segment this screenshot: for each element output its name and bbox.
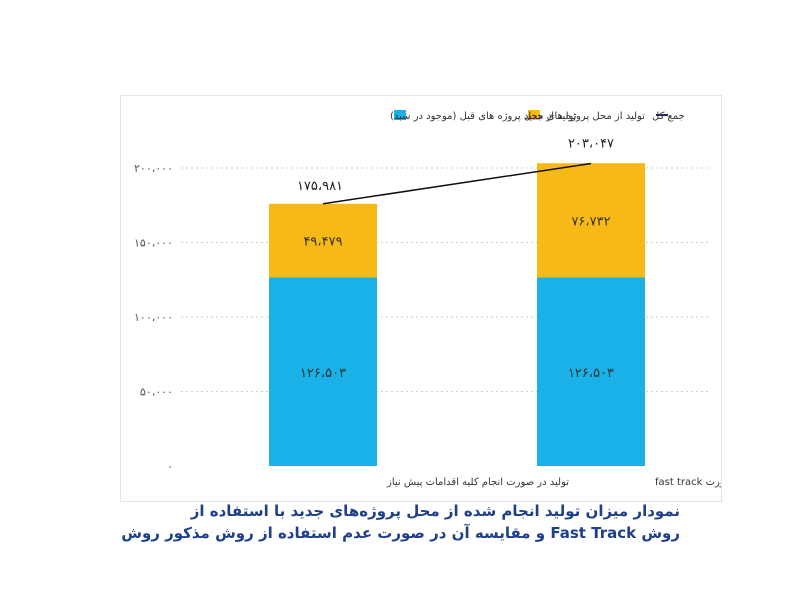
caption-line-1: نمودار میزان تولید انجام شده از محل پروژ…	[190, 502, 680, 520]
bar-value-label: ۴۹،۴۷۹	[303, 235, 342, 250]
category-label: تولید در صورت انجام کلیه اقدامات پیش نیا…	[386, 477, 569, 488]
legend-swatch	[528, 110, 540, 120]
y-tick-label: ۲۰۰،۰۰۰	[134, 162, 173, 175]
y-tick-label: ۰	[167, 460, 173, 473]
y-tick-label: ۱۰۰،۰۰۰	[134, 311, 173, 324]
bar-segment	[537, 163, 645, 278]
legend-label: تولید از محل پروژه های جدید	[524, 111, 645, 122]
bar-value-label: ۱۲۶،۵۰۳	[568, 366, 614, 381]
y-tick-label: ۱۵۰،۰۰۰	[134, 237, 173, 250]
legend-swatch	[394, 110, 406, 120]
total-value-label: ۲۰۳،۰۴۷	[568, 136, 614, 151]
bar-value-label: ۱۲۶،۵۰۳	[300, 366, 346, 381]
bar-segment	[269, 277, 377, 466]
bar-segment	[269, 203, 377, 278]
stacked-bar-chart: ۰ ۵۰،۰۰۰ ۱۰۰،۰۰۰ ۱۵۰،۰۰۰ ۲۰۰،۰۰۰ ۱۲۶،۵۰۳ ۴۹،۴۷…	[134, 110, 721, 488]
y-tick-label: ۵۰،۰۰۰	[140, 386, 173, 399]
bar-value-label: ۷۶،۷۳۲	[571, 214, 610, 229]
legend-label: جمع کل	[652, 111, 685, 122]
legend-label: تولید از محل پروژه های قبل (موجود در سبد…	[390, 111, 577, 122]
category-label: تولید در صورت fast track	[655, 477, 721, 488]
bar-segment	[537, 277, 645, 466]
total-value-label: ۱۷۵،۹۸۱	[297, 179, 343, 194]
chart-caption: نمودار میزان تولید انجام شده از محل پروژ…	[120, 500, 680, 544]
caption-line-2: روش Fast Track و مقایسه آن در صورت عدم ا…	[121, 524, 680, 542]
total-line	[322, 162, 592, 205]
chart-frame: ۰ ۵۰،۰۰۰ ۱۰۰،۰۰۰ ۱۵۰،۰۰۰ ۲۰۰،۰۰۰ ۱۲۶،۵۰۳ ۴۹،۴۷…	[120, 95, 722, 502]
